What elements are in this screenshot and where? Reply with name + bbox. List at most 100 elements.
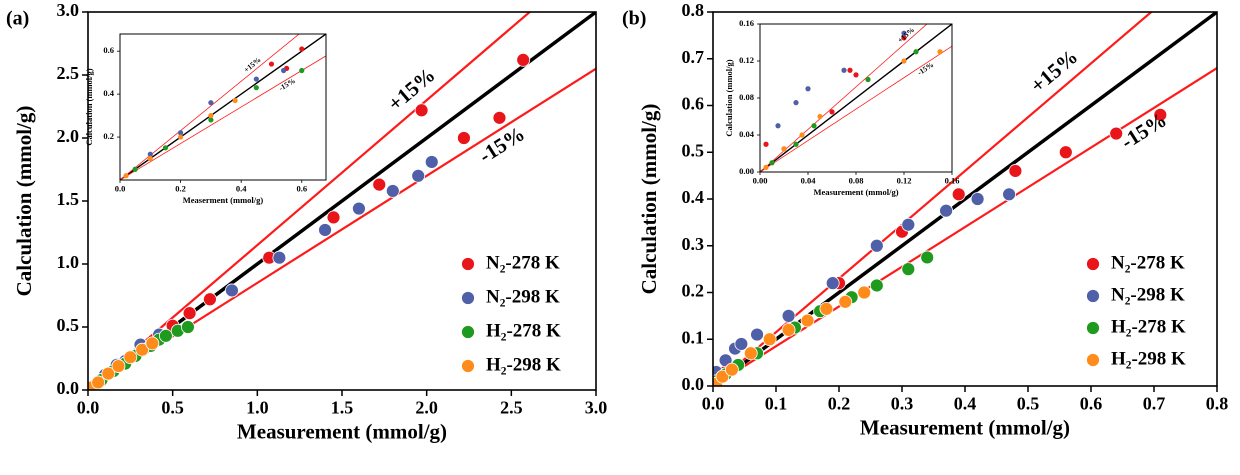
x-tick-label: 0.6 [1080,394,1103,414]
data-point [132,166,138,172]
data-point [111,359,126,373]
data-point [225,283,239,298]
legend-label: N₂-298 K [486,286,560,307]
data-point [1109,126,1124,141]
data-point [352,201,366,216]
data-point [763,141,769,147]
y-tick-label: 0.2 [103,131,114,141]
data-point [913,49,919,55]
legend-marker [1086,257,1100,271]
legend-marker [461,291,475,305]
y-tick-label: 0.0 [682,374,705,394]
data-point [725,362,739,377]
x-tick-label: 3.0 [585,398,608,418]
data-point [492,110,507,125]
plot-area [88,12,596,390]
legend-marker [461,359,475,373]
legend-label: H₂-278 K [1111,316,1186,337]
y-tick-label: 0.16 [739,18,754,28]
data-point [253,76,259,82]
data-point [414,103,429,118]
x-tick-label: 0.5 [161,398,184,418]
x-tick-label: 0.0 [702,394,725,414]
data-point [372,177,387,192]
x-tick-label: 0.16 [945,175,960,185]
reference-line [760,45,952,172]
x-tick-label: 0.5 [1017,394,1040,414]
data-point [203,292,217,307]
legend-marker [1086,289,1100,303]
inset: 0.00 0.04 0.08 0.12 0.16 0.00 0.04 0.08 0.12 0.16… [724,18,960,197]
data-point [817,113,823,120]
data-point [326,210,341,225]
legend: N₂-278 K N₂-298 K H₂-278 K H₂-298 K [461,252,561,375]
x-tick-label: 0.12 [897,175,912,185]
x-tick-label: 1.5 [331,398,354,418]
data-point [91,375,106,390]
x-tick-label: 0.04 [801,175,817,185]
legend-label: N₂-298 K [1111,284,1185,305]
data-point [781,308,796,323]
data-point [123,350,138,365]
data-point [847,67,853,73]
x-tick-label: 0.2 [828,394,851,414]
x-tick-label: 0.6 [296,183,307,193]
data-point [775,123,781,129]
x-tick-label: 0.7 [1143,394,1166,414]
legend-marker [461,257,475,271]
reference-line [713,12,1153,386]
x-axis-title: Measurement (mmol/g) [813,187,898,197]
data-point [181,320,195,334]
data-point [901,58,907,64]
plot-area [760,24,952,172]
y-axis-title: Calculation (mmol/g) [724,59,734,136]
data-point [208,112,214,119]
data-point [763,164,769,170]
y-tick-label: 3.0 [57,0,80,20]
data-point [158,328,173,343]
y-axis-title: Calculation (mmol/g) [84,68,94,145]
y-axis-title: Calculation (mmol/g) [637,104,661,295]
y-tick-label: 0.2 [682,281,705,301]
data-point [970,192,985,206]
data-point [1008,164,1023,178]
data-point [901,35,907,41]
y-tick-label: 0.6 [682,94,705,114]
data-point [781,146,787,152]
y-tick-label: 0.5 [682,140,705,160]
y-tick-label: 0.1 [682,327,705,347]
data-point [135,342,150,357]
reference-line [120,34,300,180]
data-point [869,238,884,253]
y-tick-label: 1.0 [57,252,80,272]
x-tick-label: 1.0 [246,398,269,418]
x-tick-label: 0.0 [77,398,100,418]
data-point [162,145,169,151]
data-point [825,276,840,291]
data-point [385,184,400,198]
y-axis-title: Calculation (mmol/g) [12,106,36,297]
data-point [829,109,835,115]
data-point [280,67,287,74]
data-point [920,250,935,265]
legend-marker [1086,321,1100,335]
data-point [177,130,184,136]
panel: 0.0 0.1 0.2 0.3 0.4 0.5 0.6 0.7 0.8 0.0 0.1 0.2 0.3 0… [637,0,1228,439]
panel-label: (b) [622,8,646,30]
panel: 0.0 0.5 1.0 1.5 2.0 2.5 3.0 0.0 0.5 1.0 1.5 2.0 2.5 3… [12,0,608,443]
data-point [208,100,214,106]
data-point [805,86,811,92]
x-tick-label: 2.5 [500,398,523,418]
data-point [1153,107,1168,122]
data-point [800,313,815,328]
data-point [799,132,805,138]
y-tick-label: 0.7 [682,47,705,67]
data-point [147,151,153,157]
data-point [208,117,214,123]
data-point [853,72,859,78]
inset: 0.0 0.2 0.4 0.6 0.2 0.4 0.6 Measerment (mmol/g)… [84,33,327,205]
data-point [901,30,907,36]
data-point [177,134,184,140]
data-point [793,100,799,106]
